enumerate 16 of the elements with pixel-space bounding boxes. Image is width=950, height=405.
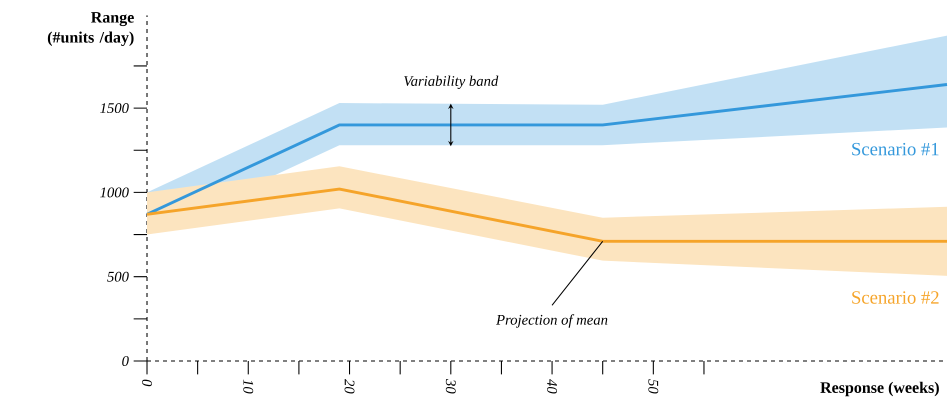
y-axis-title: Range (#units /day) [48,12,134,46]
x-tick-label: 30 [446,379,456,394]
x-tick-label: 50 [648,379,658,394]
x-tick-label: 10 [243,380,254,394]
annotation: Projection of mean [496,314,608,328]
y-tick-label: 1500 [100,103,129,114]
x-axis-title: Response (weeks) [820,382,939,396]
x-tick-label: 0 [142,380,152,386]
y-tick-label: 500 [107,272,129,282]
x-tick-label: 40 [547,379,558,394]
text: Scenario #2 [852,291,939,304]
x-tick-label: 20 [344,379,354,394]
y-tick-label: 0 [122,356,129,366]
y-tick-label: 1000 [100,187,129,198]
text: Scenario #1 [852,142,938,156]
annotation: Variability band [404,76,498,89]
